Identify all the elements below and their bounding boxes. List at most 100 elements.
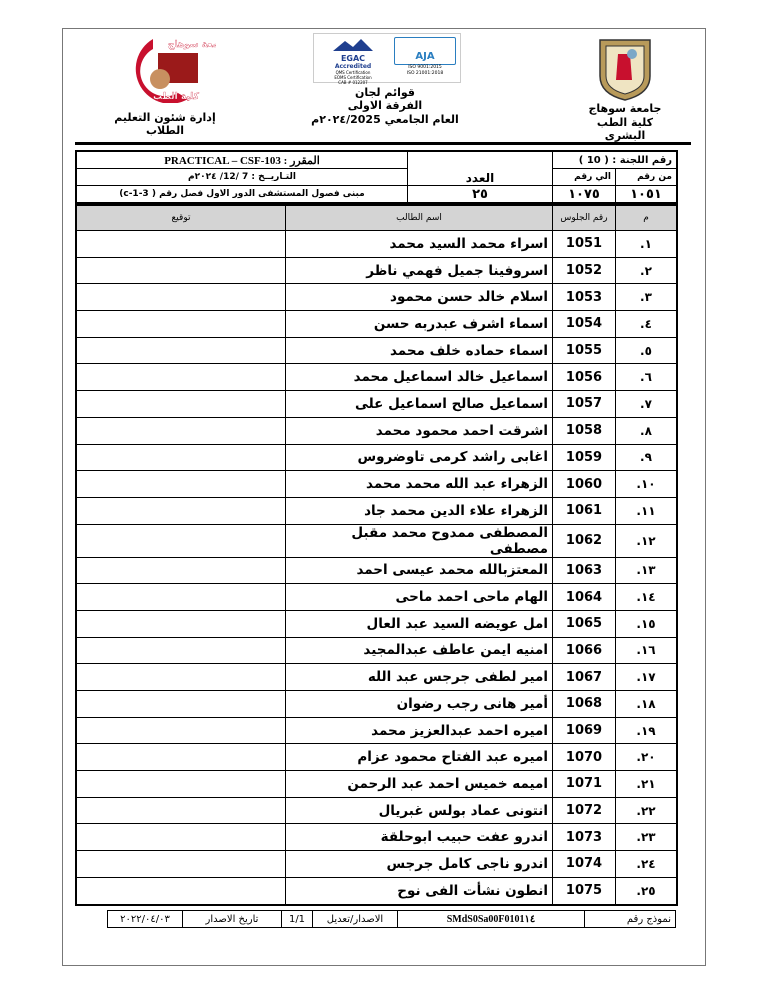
col-index: م <box>615 204 678 231</box>
seat-number: 1072 <box>552 796 616 825</box>
student-name: امير لطفى جرجس عبد الله <box>285 663 553 691</box>
student-row: ٩. 1059 اغابى راشد كرمى تاوضروس <box>75 443 678 472</box>
committee-number: رقم اللجنة : ( 10 ) <box>552 150 678 169</box>
row-index: ٢. <box>615 256 678 285</box>
count-value: ٢٥ <box>407 185 553 204</box>
signature-cell[interactable] <box>75 609 286 638</box>
signature-cell[interactable] <box>75 583 286 611</box>
student-row: ١٠. 1060 الزهراء عبد الله محمد محمد <box>75 470 678 498</box>
signature-cell[interactable] <box>75 496 286 525</box>
signature-cell[interactable] <box>75 823 286 852</box>
row-index: ٤. <box>615 310 678 338</box>
signature-cell[interactable] <box>75 230 286 258</box>
signature-cell[interactable] <box>75 636 286 665</box>
student-name: الهام ماحى احمد ماحى <box>285 583 553 611</box>
seat-number: 1060 <box>552 470 616 498</box>
faculty-name: كلية الطب البشرى <box>596 116 654 142</box>
student-name: اميمه خميس احمد عبد الرحمن <box>285 770 553 798</box>
seat-number: 1063 <box>552 556 616 585</box>
seat-number: 1073 <box>552 823 616 852</box>
doc-title: قوائم لجان <box>354 86 416 99</box>
student-row: ١٤. 1064 الهام ماحى احمد ماحى <box>75 583 678 611</box>
seat-number: 1067 <box>552 663 616 691</box>
signature-cell[interactable] <box>75 663 286 691</box>
student-name: امنيه ايمن عاطف عبدالمجيد <box>285 636 553 665</box>
student-name: انطون نشأت الفى نوح <box>285 876 553 906</box>
student-row: ١٣. 1063 المعتزبالله محمد عيسى احمد <box>75 556 678 585</box>
col-name: اسم الطالب <box>285 204 553 231</box>
row-index: ١٠. <box>615 470 678 498</box>
seat-number: 1065 <box>552 609 616 638</box>
student-row: ١٢. 1062 المصطفى ممدوح محمد مقبل مصطفى <box>75 523 678 558</box>
seat-number: 1051 <box>552 230 616 258</box>
student-name: اسماء اشرف عبدربه حسن <box>285 310 553 338</box>
signature-cell[interactable] <box>75 470 286 498</box>
student-name: اسراء محمد السيد محمد <box>285 230 553 258</box>
signature-cell[interactable] <box>75 796 286 825</box>
student-row: ١٩. 1069 اميره احمد عبدالعزيز محمد <box>75 716 678 745</box>
student-name: اغابى راشد كرمى تاوضروس <box>285 443 553 472</box>
seat-number: 1069 <box>552 716 616 745</box>
seat-number: 1075 <box>552 876 616 906</box>
row-index: ٨. <box>615 416 678 445</box>
signature-cell[interactable] <box>75 310 286 338</box>
signature-cell[interactable] <box>75 770 286 798</box>
student-name: انتونى عماد بولس غبريال <box>285 796 553 825</box>
row-index: ٣. <box>615 283 678 312</box>
egac-logo: EGAC Accredited QMS Certification EOMS C… <box>318 36 388 85</box>
student-name: اسلام خالد حسن محمود <box>285 283 553 312</box>
row-index: ١١. <box>615 496 678 525</box>
student-name: اميره احمد عبدالعزيز محمد <box>285 716 553 745</box>
signature-cell[interactable] <box>75 556 286 585</box>
row-index: ١٧. <box>615 663 678 691</box>
signature-cell[interactable] <box>75 390 286 418</box>
seat-number: 1068 <box>552 690 616 718</box>
seat-number: 1061 <box>552 496 616 525</box>
department-name: إدارة شئون التعليم الطلاب <box>114 111 216 137</box>
row-index: ١٤. <box>615 583 678 611</box>
form-code: SMdS0Sa00F0101١٤ <box>397 910 585 928</box>
student-row: ١٦. 1066 امنيه ايمن عاطف عبدالمجيد <box>75 636 678 665</box>
academic-year: العام الجامعي ٢٠٢٤/2025م <box>311 113 459 126</box>
form-number-label: نموذج رقم <box>584 910 676 928</box>
faculty-of-medicine-logo: جامعة سوهاج كلية الطب <box>135 39 216 103</box>
seat-number: 1071 <box>552 770 616 798</box>
signature-cell[interactable] <box>75 443 286 472</box>
row-index: ١٦. <box>615 636 678 665</box>
row-index: ١. <box>615 230 678 258</box>
student-row: ٢٠. 1070 اميره عبد الفتاح محمود عزام <box>75 743 678 772</box>
student-name: اسماعيل خالد اسماعيل محمد <box>285 363 553 392</box>
student-name: الزهراء عبد الله محمد محمد <box>285 470 553 498</box>
row-index: ٢٢. <box>615 796 678 825</box>
signature-cell[interactable] <box>75 283 286 312</box>
student-row: ١٨. 1068 أمير هانى رجب رضوان <box>75 690 678 718</box>
seat-number: 1070 <box>552 743 616 772</box>
row-index: ١٨. <box>615 690 678 718</box>
row-index: ١٥. <box>615 609 678 638</box>
student-name: اسروفينا جميل فهمي ناظر <box>285 256 553 285</box>
issue-date-label: تاريخ الاصدار <box>182 910 282 928</box>
signature-cell[interactable] <box>75 876 286 906</box>
university-seal-logo <box>599 39 651 101</box>
student-row: ١٥. 1065 امل عويضه السيد عبد العال <box>75 609 678 638</box>
committee-info-table: رقم اللجنة : ( 10 ) العدد المقرر : PRACT… <box>75 150 678 204</box>
version-value: 1/1 <box>281 910 313 928</box>
seat-number: 1057 <box>552 390 616 418</box>
page-border <box>62 28 706 966</box>
signature-cell[interactable] <box>75 743 286 772</box>
signature-cell[interactable] <box>75 336 286 365</box>
seat-number: 1074 <box>552 850 616 878</box>
signature-cell[interactable] <box>75 256 286 285</box>
student-row: ٣. 1053 اسلام خالد حسن محمود <box>75 283 678 312</box>
signature-cell[interactable] <box>75 363 286 392</box>
signature-cell[interactable] <box>75 850 286 878</box>
signature-cell[interactable] <box>75 690 286 718</box>
version-label: الاصدار/تعديل <box>312 910 398 928</box>
signature-cell[interactable] <box>75 416 286 445</box>
student-name: اندرو عفت حبيب ابوحلقة <box>285 823 553 852</box>
signature-cell[interactable] <box>75 716 286 745</box>
row-index: ٢١. <box>615 770 678 798</box>
row-index: ١٢. <box>615 523 678 558</box>
student-row: ٢٤. 1074 اندرو ناجى كامل جرجس <box>75 850 678 878</box>
signature-cell[interactable] <box>75 523 286 558</box>
